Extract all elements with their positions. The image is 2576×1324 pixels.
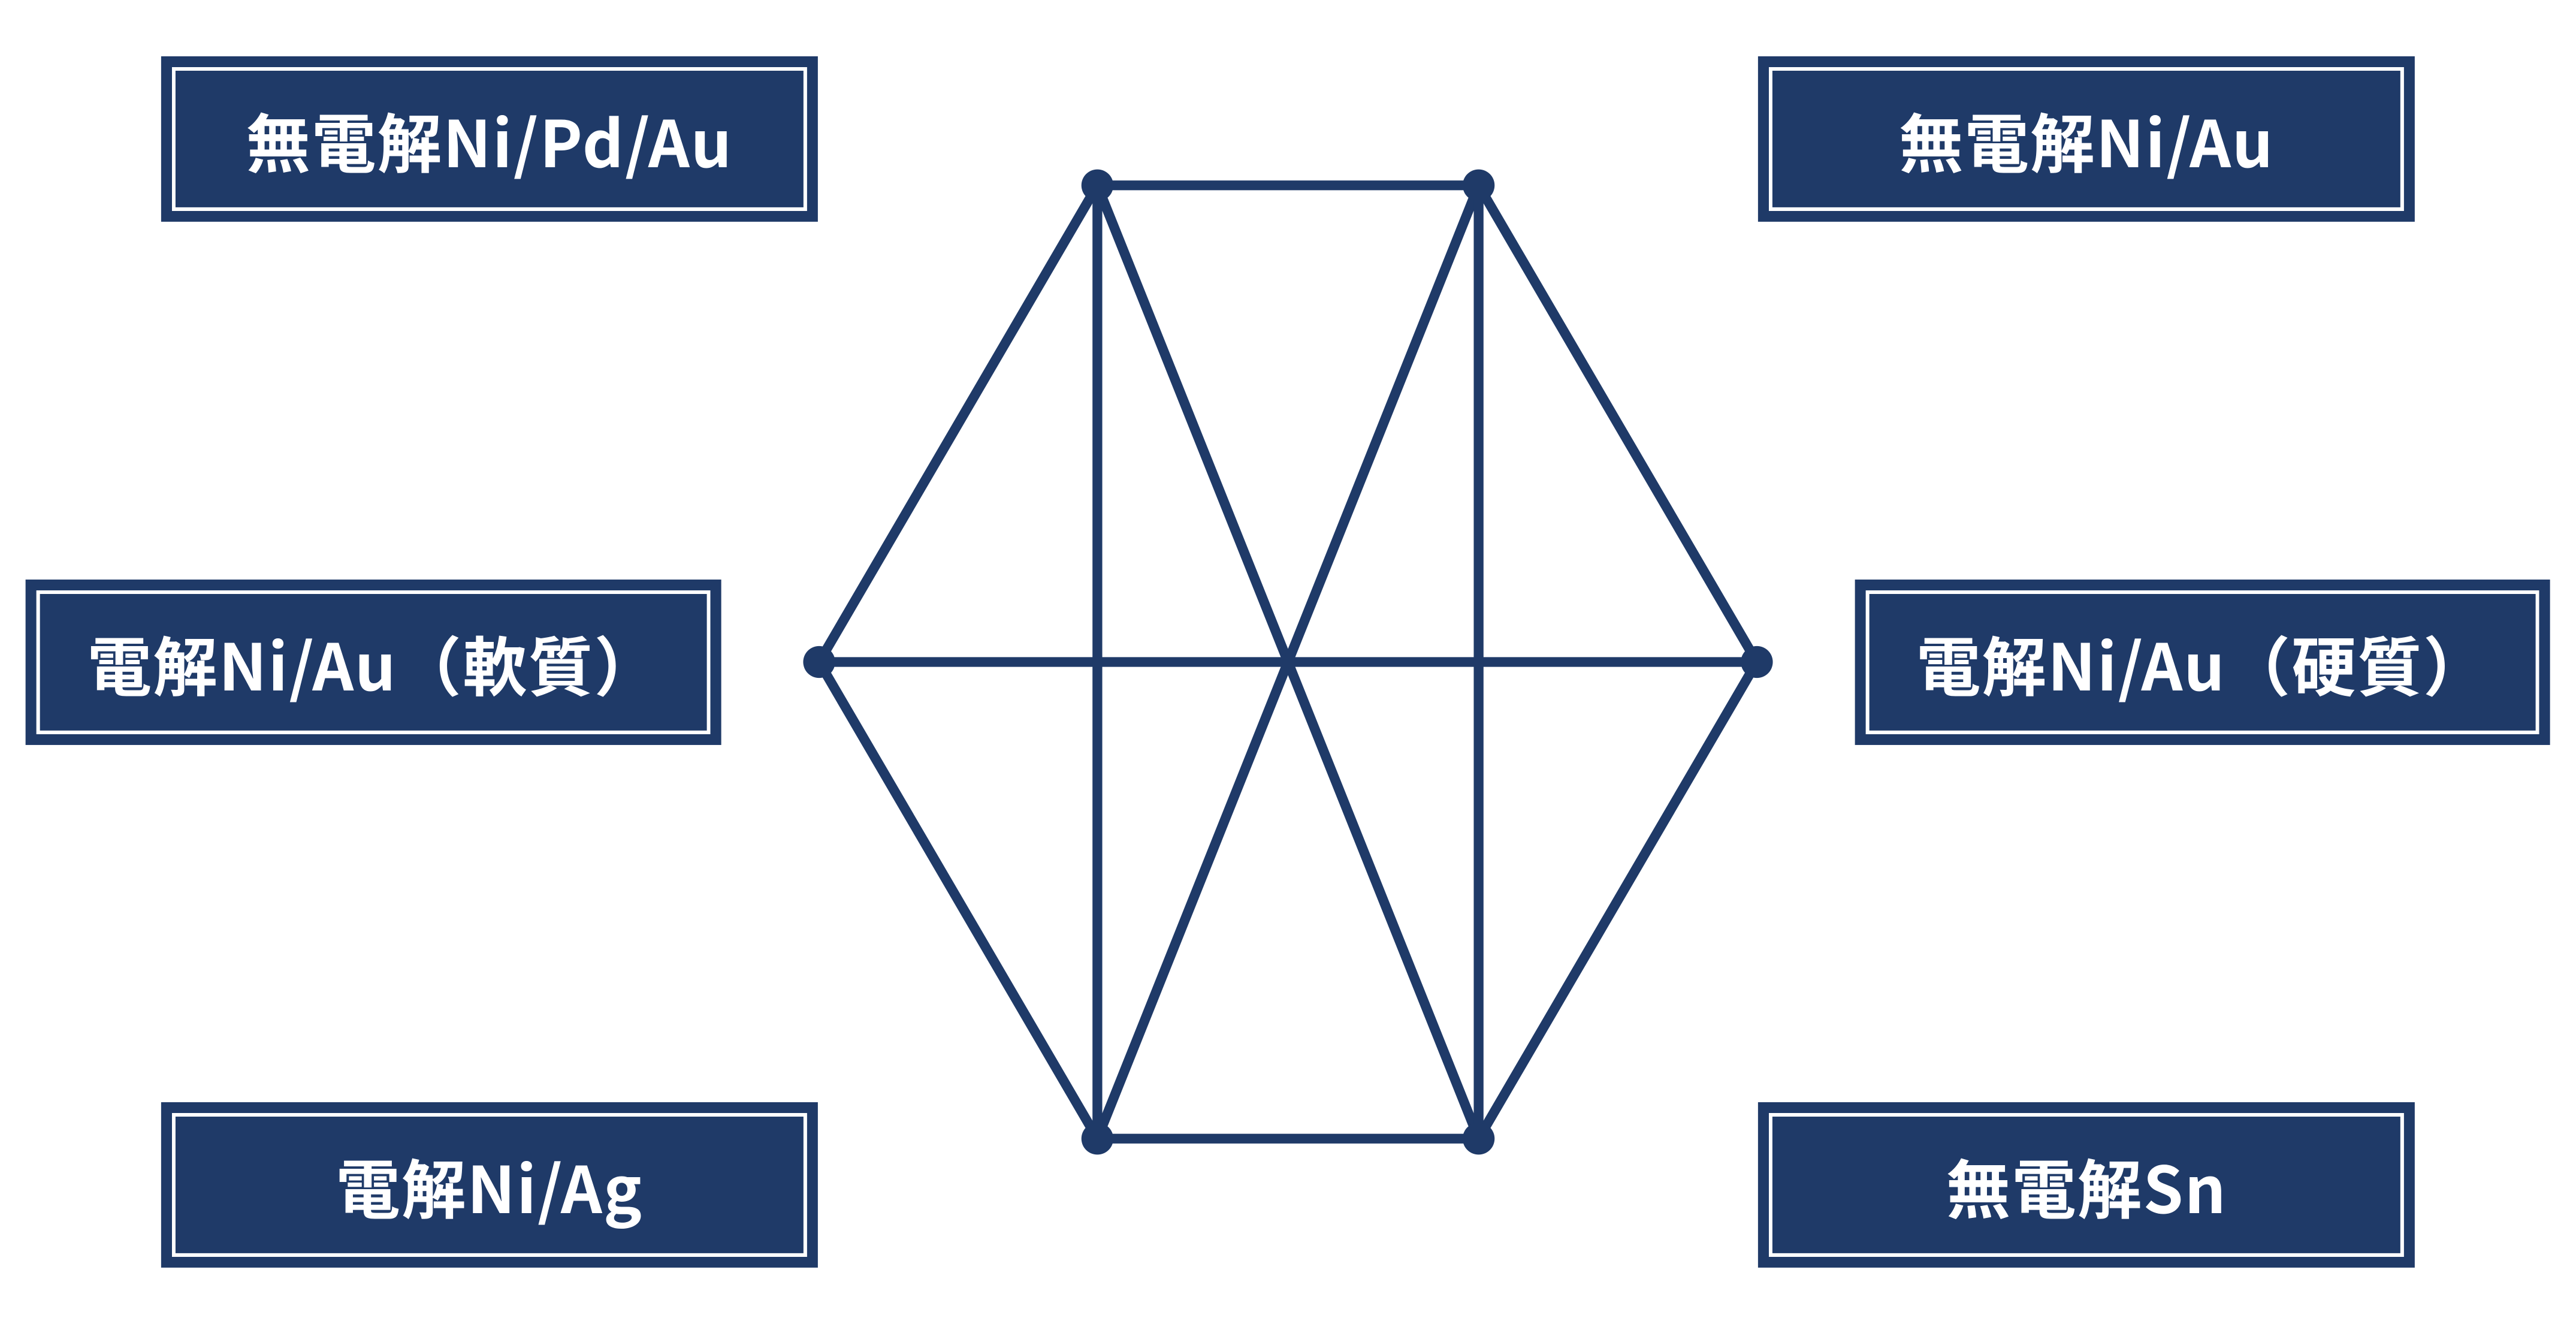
node-enig: 無電解Ni/Au bbox=[1758, 56, 2415, 222]
node-niau-hard: 電解Ni/Au（硬質） bbox=[1855, 579, 2550, 744]
edge bbox=[819, 662, 1097, 1139]
node-niau-soft: 電解Ni/Au（軟質） bbox=[26, 579, 721, 744]
node-niag: 電解Ni/Ag bbox=[161, 1102, 818, 1268]
vertex bbox=[1082, 170, 1113, 201]
node-label: 電解Ni/Au（硬質） bbox=[1916, 616, 2489, 709]
edges-group bbox=[819, 185, 1757, 1138]
edge bbox=[819, 185, 1097, 662]
vertex bbox=[803, 646, 835, 678]
vertex bbox=[1463, 170, 1494, 201]
edge bbox=[1479, 662, 1757, 1139]
edge bbox=[1479, 185, 1757, 662]
node-label: 無電解Ni/Pd/Au bbox=[246, 92, 733, 186]
node-label: 電解Ni/Au（軟質） bbox=[87, 616, 660, 709]
vertex bbox=[1082, 1123, 1113, 1154]
diagram-stage: 無電解Ni/Pd/Au 無電解Ni/Au 電解Ni/Au（軟質） 電解Ni/Au（硬質… bbox=[0, 0, 2576, 1324]
node-label: 電解Ni/Ag bbox=[336, 1138, 643, 1232]
node-enepig: 無電解Ni/Pd/Au bbox=[161, 56, 818, 222]
node-label: 無電解Sn bbox=[1946, 1138, 2227, 1232]
node-sn: 無電解Sn bbox=[1758, 1102, 2415, 1268]
vertex bbox=[1463, 1123, 1494, 1154]
vertex bbox=[1741, 646, 1772, 678]
node-label: 無電解Ni/Au bbox=[1899, 92, 2275, 186]
